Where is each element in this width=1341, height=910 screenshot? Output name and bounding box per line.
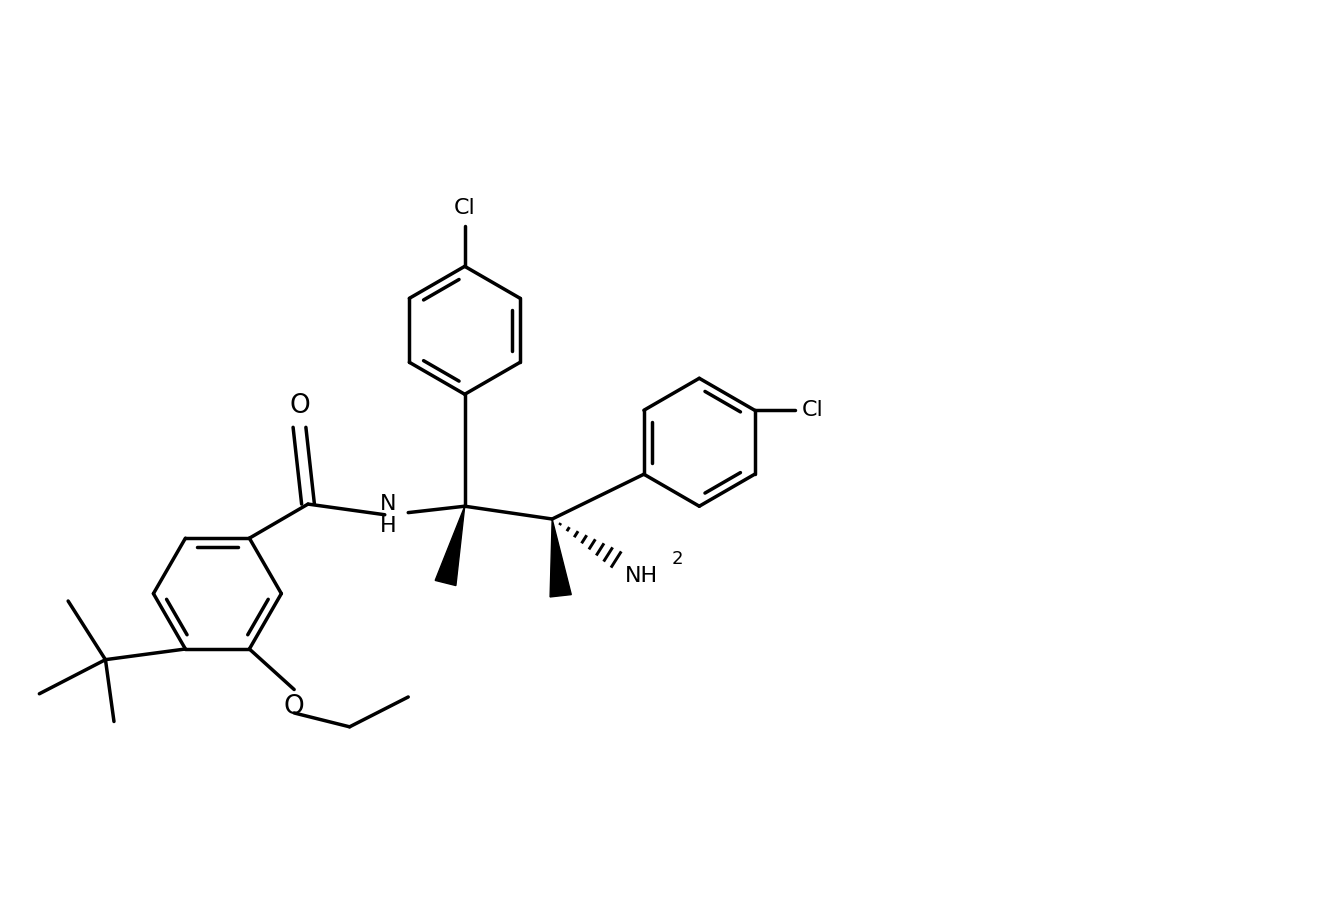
Text: Cl: Cl (453, 198, 476, 218)
Text: N
H: N H (380, 494, 397, 536)
Text: O: O (290, 393, 310, 419)
Text: 2: 2 (672, 550, 683, 568)
Polygon shape (436, 506, 465, 585)
Text: Cl: Cl (802, 400, 823, 420)
Polygon shape (550, 519, 571, 597)
Text: O: O (284, 693, 304, 720)
Text: NH: NH (625, 566, 658, 586)
